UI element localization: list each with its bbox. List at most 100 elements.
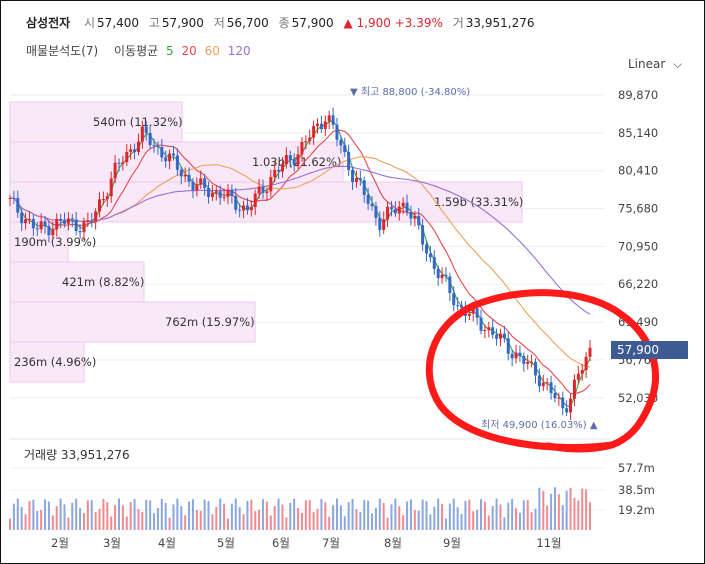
candle-body (20, 212, 24, 224)
volume-bar (324, 502, 327, 530)
y-tick-label: 80,410 (618, 164, 658, 178)
low-value: 56,700 (226, 16, 269, 30)
candle-body (339, 139, 343, 146)
low-label: 저 (213, 16, 225, 30)
candle-body (24, 219, 28, 224)
volume-profile-label: 762m (15.97%) (165, 315, 255, 329)
volume-bar (413, 510, 416, 530)
candle-body (572, 379, 576, 399)
volume-bar (47, 501, 50, 530)
candle-body (218, 191, 222, 198)
volume-bar (437, 498, 440, 530)
volume-bar (79, 508, 82, 530)
ma-label[interactable]: 이동평균 (114, 44, 159, 58)
volume-bar (226, 518, 229, 530)
volume-profile-label[interactable]: 매물분석도(7) (26, 44, 99, 58)
volume-bar (339, 505, 342, 530)
candle-body (382, 219, 386, 230)
candle-body (565, 408, 569, 413)
volume-profile-label: 236m (4.96%) (14, 355, 96, 369)
volume-bar (347, 502, 350, 530)
volume-bar (518, 512, 521, 530)
volume-bar (145, 500, 148, 530)
x-tick-label: 7월 (322, 536, 340, 550)
candlesticks (8, 107, 592, 420)
volume-profile: 540m (11.32%)1.03b (21.62%)1.59b (33.31%… (9, 101, 523, 383)
high-annotation: ▼ 최고 88,800 (-34.80%) (350, 86, 470, 98)
candle-body (331, 115, 335, 125)
volume-bar (495, 498, 498, 530)
change-value: ▲ 1,900 +3.39% (343, 16, 443, 30)
candle-body (417, 215, 421, 226)
volume-bar (277, 498, 280, 530)
candle-body (280, 164, 284, 172)
candle-body (304, 141, 308, 143)
candle-body (125, 151, 129, 163)
candle-body (35, 228, 39, 230)
volume-bar (312, 512, 315, 530)
volume-bar (141, 512, 144, 530)
candle-body (230, 189, 234, 196)
volume-bar (546, 505, 549, 530)
volume-bar (121, 505, 124, 530)
volume-bar (156, 507, 159, 530)
candle-body (43, 221, 47, 227)
indicator-legend: 매물분석도(7) 이동평균 5 20 60 120 (26, 42, 255, 59)
candle-body (269, 177, 273, 192)
y-tick-label: 75,680 (618, 202, 658, 216)
volume-bar (67, 517, 70, 530)
scale-dropdown[interactable]: Linear ⌵ (628, 57, 682, 72)
candle-body (16, 198, 20, 213)
volume-bar (390, 504, 393, 530)
volume-bar (355, 509, 358, 530)
volume-bar (297, 508, 300, 530)
candle-body (133, 149, 137, 153)
y-tick-label: 89,870 (618, 88, 658, 102)
candle-body (101, 199, 105, 201)
volume-bar (585, 489, 588, 530)
candle-body (203, 178, 207, 188)
candle-body (187, 174, 191, 182)
x-tick-label: 4월 (158, 536, 176, 550)
volume-profile-band (9, 301, 256, 343)
volume-bar (429, 514, 432, 530)
volume-bar (406, 501, 409, 530)
candle-body (296, 154, 300, 165)
volume-bar (398, 506, 401, 530)
candle-body (432, 257, 436, 269)
candle-body (312, 126, 316, 138)
volume-bar (557, 494, 560, 530)
candle-body (152, 144, 156, 146)
volume-bar (335, 498, 338, 530)
stock-name: 삼성전자 (26, 16, 71, 30)
volume-bar (320, 498, 323, 530)
volume-bar (550, 493, 553, 530)
x-tick-label: 3월 (103, 536, 121, 550)
volume-bar (332, 505, 335, 530)
volume-bar (36, 511, 39, 530)
candle-body (300, 142, 304, 155)
volume-bar (12, 503, 15, 530)
volume-bar (456, 507, 459, 530)
candle-body (74, 219, 78, 231)
open-value: 57,400 (97, 16, 140, 30)
volume-bar (86, 500, 89, 530)
close-value: 57,900 (291, 16, 334, 30)
volume-bar (300, 513, 303, 530)
candle-body (222, 196, 226, 198)
candle-body (335, 124, 339, 140)
volume-bar (530, 512, 533, 530)
volume-bar (382, 503, 385, 530)
volume-profile-label: 421m (8.82%) (62, 275, 144, 289)
volume-bars (9, 487, 591, 530)
volume-bar (569, 487, 572, 530)
x-tick-label: 6월 (272, 536, 290, 550)
volume-bar (507, 502, 510, 530)
candle-body (362, 180, 366, 195)
candle-body (323, 121, 327, 130)
volume-bar (203, 499, 206, 530)
candle-body (86, 220, 90, 222)
volume-bar (565, 490, 568, 530)
candle-body (502, 333, 506, 339)
